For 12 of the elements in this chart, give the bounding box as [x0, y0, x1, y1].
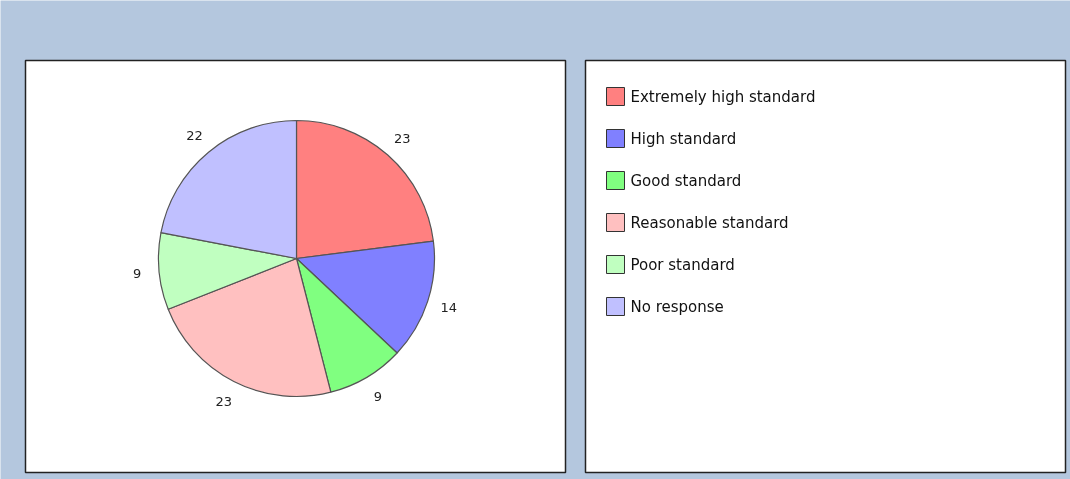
legend-label: High standard: [630, 129, 737, 148]
data-label: 23: [215, 393, 233, 409]
data-label: 22: [186, 127, 203, 143]
data-label: 9: [133, 266, 142, 282]
data-label: 14: [440, 300, 457, 316]
legend-label: Poor standard: [630, 255, 735, 274]
legend-label: Reasonable standard: [630, 213, 789, 232]
legend-label: No response: [630, 297, 724, 316]
data-label: 23: [394, 130, 411, 146]
legend-label: Good standard: [630, 171, 742, 190]
legend-label: Extremely high standard: [630, 87, 816, 106]
data-label: 9: [373, 388, 383, 404]
